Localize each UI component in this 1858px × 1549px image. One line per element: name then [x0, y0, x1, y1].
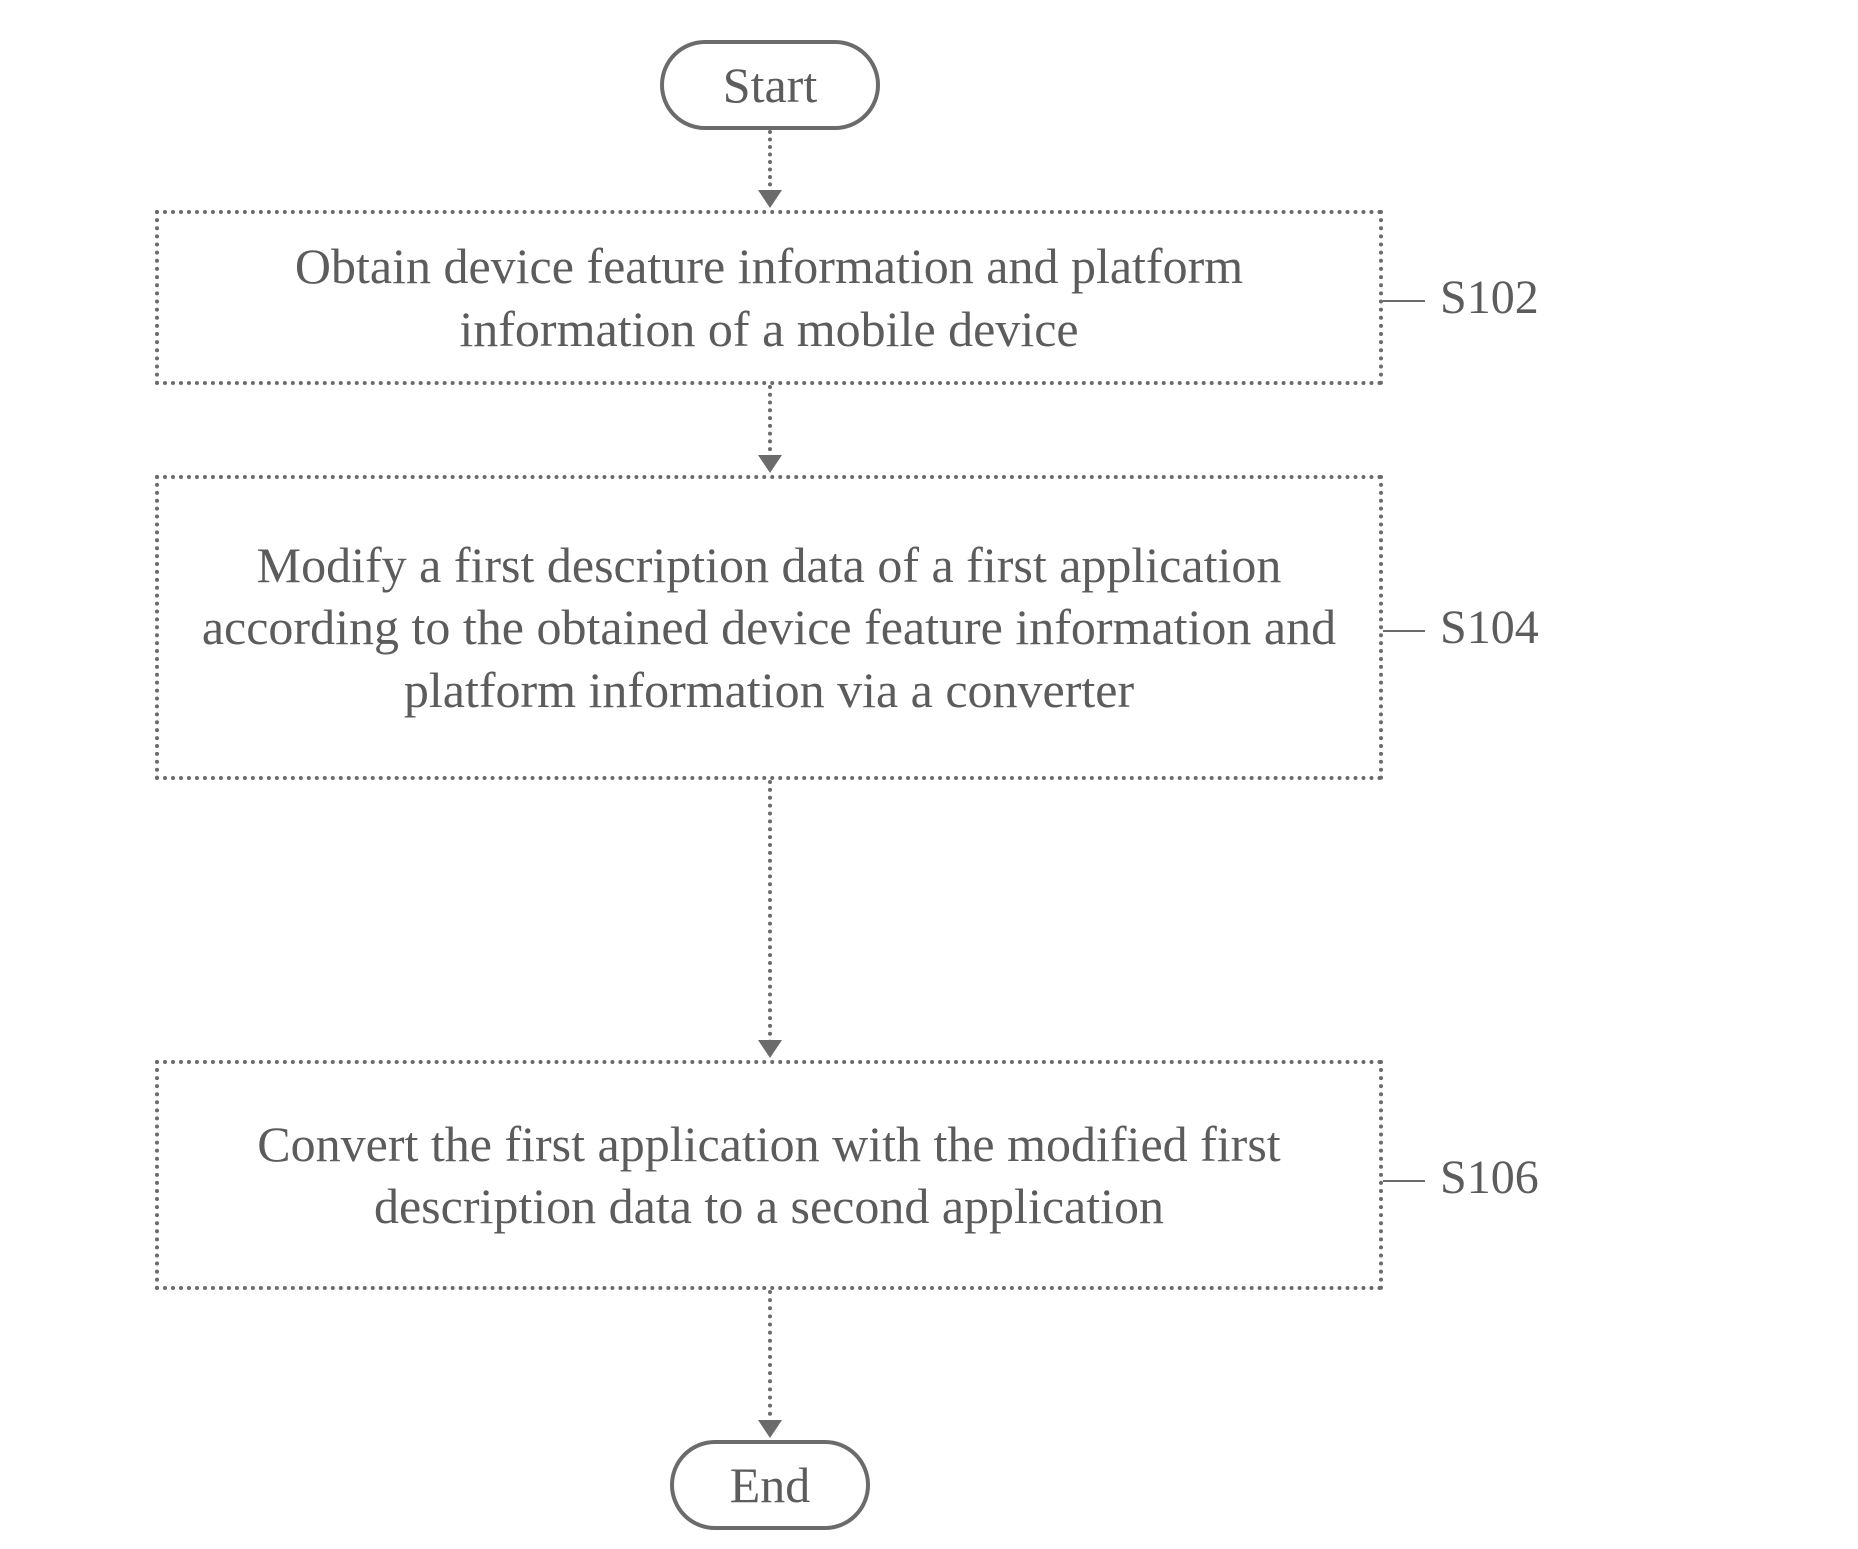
arrowhead-1: [758, 455, 782, 473]
label-connector-s106: [1383, 1180, 1425, 1182]
connector-2: [768, 780, 772, 1044]
label-s102: S102: [1440, 270, 1539, 325]
terminal-end-text: End: [730, 1456, 811, 1514]
arrowhead-3: [758, 1420, 782, 1438]
process-s106: Convert the first application with the m…: [155, 1060, 1383, 1290]
arrowhead-0: [758, 190, 782, 208]
process-s102: Obtain device feature information and pl…: [155, 210, 1383, 385]
label-s104: S104: [1440, 600, 1539, 655]
label-connector-s104: [1383, 630, 1425, 632]
process-s102-text: Obtain device feature information and pl…: [189, 235, 1349, 360]
connector-0: [768, 130, 772, 194]
arrowhead-2: [758, 1040, 782, 1058]
process-s104: Modify a first description data of a fir…: [155, 475, 1383, 780]
flowchart-canvas: Start Obtain device feature information …: [0, 0, 1858, 1549]
process-s106-text: Convert the first application with the m…: [189, 1113, 1349, 1238]
label-s106: S106: [1440, 1150, 1539, 1205]
process-s104-text: Modify a first description data of a fir…: [189, 534, 1349, 722]
connector-3: [768, 1290, 772, 1424]
terminal-end: End: [670, 1440, 870, 1530]
terminal-start-text: Start: [723, 56, 817, 114]
connector-1: [768, 385, 772, 459]
label-connector-s102: [1383, 300, 1425, 302]
terminal-start: Start: [660, 40, 880, 130]
